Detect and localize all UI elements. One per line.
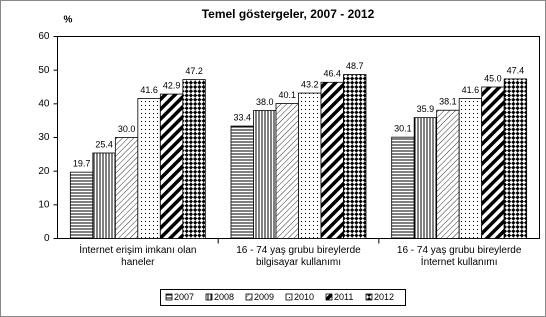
y-axis-label: % [64,15,73,26]
bar [503,78,528,239]
legend-label: 2011 [334,292,353,302]
bar [320,81,344,239]
value-label: 38.1 [439,97,457,107]
value-label: 45.0 [484,73,502,83]
bar [458,98,483,239]
value-label: 43.2 [301,79,319,89]
legend-swatch [325,293,333,301]
bar [182,79,206,239]
bar [298,92,322,239]
bar [114,137,139,239]
x-tick-label: İnternet erişim imkanı olan haneler [79,245,197,268]
value-label: 46.4 [323,69,341,79]
y-tick-label: 50 [38,65,50,76]
legend-label: 2010 [294,292,314,302]
bar [436,109,460,239]
y-tick-label: 20 [38,166,50,177]
bar [69,171,94,239]
value-label: 47.4 [507,65,525,75]
bar [159,93,184,239]
bar [275,103,299,239]
bar [481,86,505,239]
bar [391,136,415,239]
value-label: 42.9 [163,80,181,90]
bar [92,152,116,239]
bar [137,98,161,239]
bar [253,110,277,239]
chart-title: Temel göstergeler, 2007 - 2012 [202,7,375,21]
legend-label: 2012 [374,292,394,302]
x-tick-label: 16 - 74 yaş grubu bireylerde bilgisayar … [236,245,361,268]
legend-label: 2008 [214,292,234,302]
legend-swatch [365,293,373,301]
legend-swatch [205,293,213,301]
y-tick-label: 0 [44,233,50,244]
bar [343,74,367,239]
value-label: 30.1 [394,124,412,134]
bar [413,117,438,239]
value-label: 47.2 [185,66,203,76]
value-label: 38.0 [256,97,274,107]
value-label: 25.4 [95,139,113,149]
value-label: 33.4 [233,112,251,122]
value-label: 48.7 [346,61,364,71]
legend [160,289,406,306]
value-label: 41.6 [462,85,480,95]
y-tick-label: 10 [38,199,50,210]
x-tick-label: 16 - 74 yaş grubu bireylerde İnternet ku… [396,245,522,268]
legend-swatch [245,293,253,301]
legend-swatch [285,293,293,301]
y-tick-label: 60 [38,31,50,42]
legend-label: 2007 [174,292,194,302]
legend-label: 2009 [254,292,274,302]
value-label: 19.7 [73,159,91,169]
value-label: 40.1 [278,90,296,100]
bar [230,125,254,239]
value-label: 41.6 [140,85,158,95]
value-label: 30.0 [118,124,136,134]
y-tick-label: 30 [38,132,50,143]
y-tick-label: 40 [38,98,50,109]
value-label: 35.9 [417,104,435,114]
legend-swatch [165,293,173,301]
